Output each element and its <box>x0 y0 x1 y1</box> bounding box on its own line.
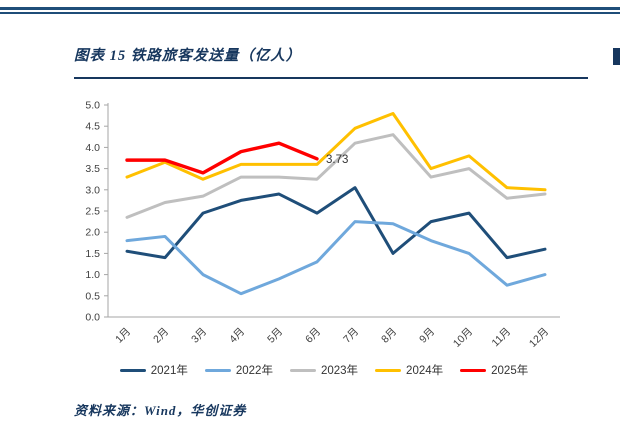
y-tick-label-3.0: 3.0 <box>85 184 100 196</box>
legend-label: 2025年 <box>491 365 529 377</box>
y-tick-label-5.0: 5.0 <box>85 100 100 112</box>
y-tick-label-1.5: 1.5 <box>85 248 100 260</box>
chart-legend: 2021年 2022年 2023年 2024年 2025年 <box>84 362 564 378</box>
legend-label: 2022年 <box>235 365 273 377</box>
source-note: 资料来源：Wind，华创证券 <box>74 403 247 418</box>
series-line-2025 <box>125 141 319 175</box>
adjacent-column-fragment <box>613 48 620 65</box>
x-label-7: 7月 <box>341 326 361 346</box>
x-label-6: 6月 <box>303 326 323 346</box>
y-tick-label-1.0: 1.0 <box>85 269 100 281</box>
chart-title: 图表 15 铁路旅客发送量（亿人） <box>74 48 302 64</box>
y-tick-label-4.0: 4.0 <box>85 142 100 154</box>
series-line-2021 <box>125 186 547 260</box>
y-tick-label-2.5: 2.5 <box>85 206 100 218</box>
top-border-rule <box>0 7 620 14</box>
x-label-5: 5月 <box>265 326 285 346</box>
x-label-9: 9月 <box>417 326 437 346</box>
legend-label: 2021年 <box>150 365 188 377</box>
y-tick-label-2.0: 2.0 <box>85 227 100 239</box>
legend-swatch-icon <box>204 368 231 372</box>
series-line-2022 <box>125 220 547 296</box>
line-chart: 0.0 0.5 1.0 1.5 2.0 2.5 3.0 3.5 4.0 4.5 5.0 1月 2月 3月 4… <box>85 100 560 350</box>
x-label-4: 4月 <box>227 326 247 346</box>
legend-item-2021: 2021年 <box>119 362 188 378</box>
legend-swatch-icon <box>119 368 146 372</box>
data-label-last-point: 3.73 <box>326 154 348 166</box>
x-label-10: 10月 <box>451 326 475 350</box>
y-tick-label-3.5: 3.5 <box>85 163 100 175</box>
legend-label: 2024年 <box>406 365 444 377</box>
series-line-2024 <box>125 111 547 192</box>
y-tick-label-0.5: 0.5 <box>85 290 100 302</box>
x-label-8: 8月 <box>379 326 399 346</box>
legend-item-2024: 2024年 <box>375 362 443 378</box>
series-line-2023 <box>125 133 547 219</box>
x-label-1: 1月 <box>113 326 133 346</box>
legend-item-2022: 2022年 <box>204 362 273 378</box>
x-label-3: 3月 <box>189 326 209 346</box>
y-tick-label-4.5: 4.5 <box>85 121 100 133</box>
x-label-12: 12月 <box>527 326 551 350</box>
legend-item-2025: 2025年 <box>460 362 528 378</box>
legend-swatch-icon <box>375 368 402 372</box>
legend-swatch-icon <box>460 368 487 372</box>
legend-item-2023: 2023年 <box>289 362 359 378</box>
legend-label: 2023年 <box>320 365 359 377</box>
x-label-11: 11月 <box>489 326 513 350</box>
x-label-2: 2月 <box>151 326 171 346</box>
y-tick-label-0.0: 0.0 <box>85 312 100 324</box>
legend-swatch-icon <box>289 368 316 372</box>
title-underline <box>74 77 588 79</box>
